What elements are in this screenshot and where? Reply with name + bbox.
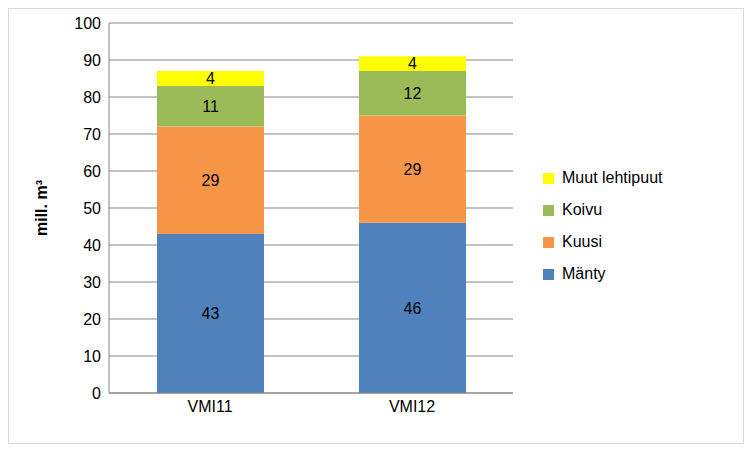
html-text:Kuusi: Kuusi (562, 233, 602, 250)
svg-text:29: 29 (202, 172, 220, 189)
svg-text:VMI12: VMI12 (389, 398, 435, 415)
svg-text:100: 100 (74, 15, 101, 32)
svg-text:29: 29 (404, 161, 422, 178)
svg-text:12: 12 (404, 85, 422, 102)
html-text:Muut lehtipuut: Muut lehtipuut (562, 169, 663, 186)
svg-text:mill. m³: mill. m³ (33, 180, 50, 236)
html-text:Mänty: Mänty (562, 265, 606, 282)
svg-text:43: 43 (202, 305, 220, 322)
svg-text:30: 30 (83, 274, 101, 291)
svg-text:VMI11: VMI11 (187, 398, 232, 415)
svg-text:90: 90 (83, 52, 101, 69)
svg-text:40: 40 (83, 237, 101, 254)
svg-text:4: 4 (408, 55, 417, 72)
svg-text:50: 50 (83, 200, 101, 217)
svg-text:0: 0 (92, 385, 101, 402)
svg-text:46: 46 (404, 300, 422, 317)
html-text:Koivu: Koivu (562, 201, 602, 218)
svg-text:11: 11 (202, 98, 219, 115)
svg-text:70: 70 (83, 126, 101, 143)
svg-text:20: 20 (83, 311, 101, 328)
svg-text:4: 4 (206, 70, 215, 87)
svg-text:60: 60 (83, 163, 101, 180)
svg-text:10: 10 (83, 348, 101, 365)
svg-text:80: 80 (83, 89, 101, 106)
